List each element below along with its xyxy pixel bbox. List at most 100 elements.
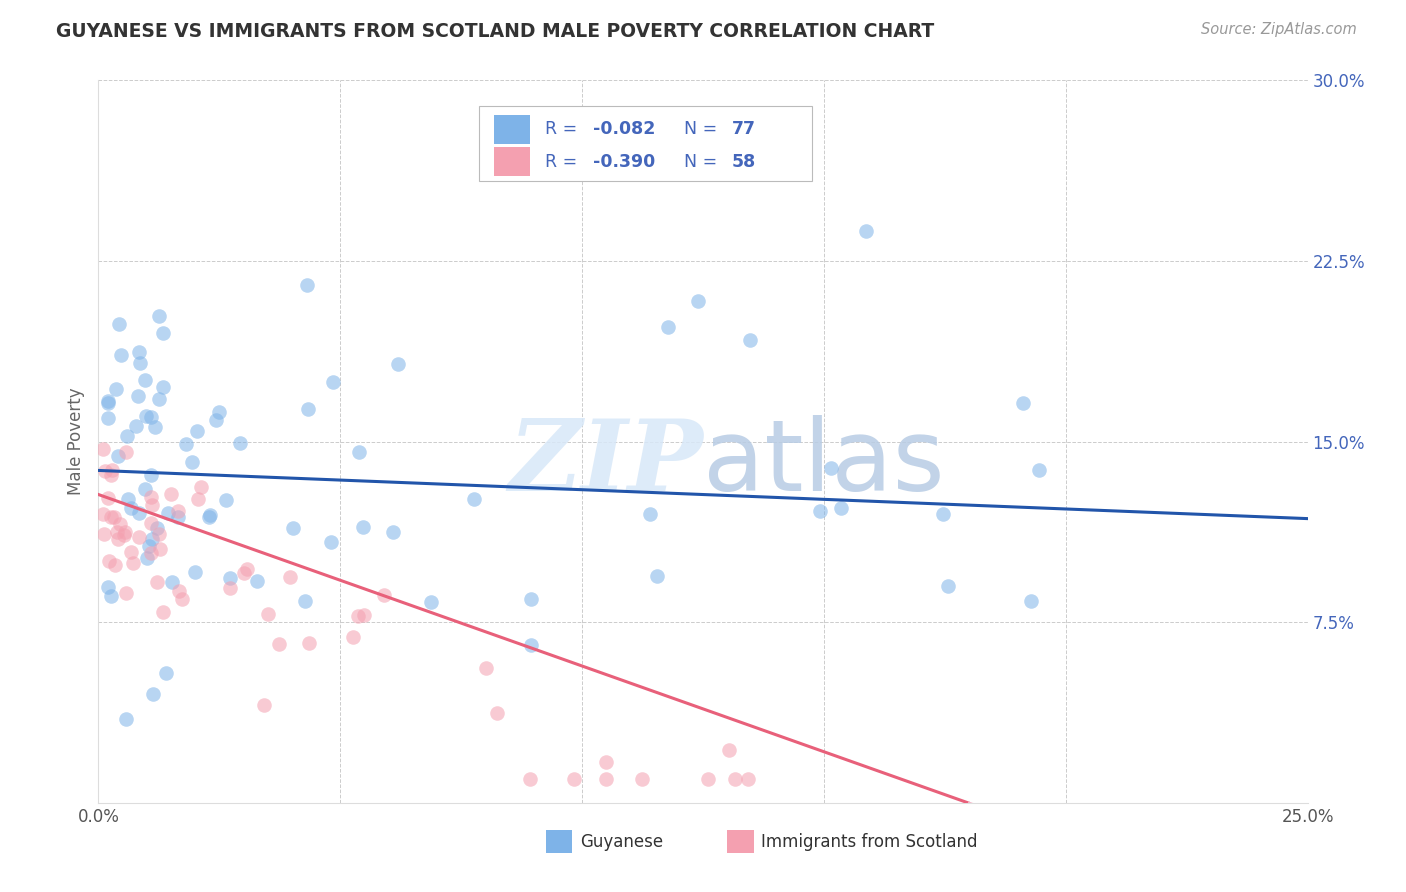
Text: 77: 77 — [733, 120, 756, 138]
Point — [724, 772, 747, 786]
Point — [97, 491, 120, 506]
Point — [233, 566, 256, 581]
Point — [208, 405, 231, 419]
Point — [1019, 594, 1042, 608]
Point — [297, 278, 319, 293]
Point — [120, 545, 142, 559]
Point — [141, 498, 163, 512]
Point — [97, 580, 120, 594]
Point — [686, 294, 709, 309]
Point — [932, 508, 955, 522]
Point — [152, 326, 174, 341]
Point — [562, 772, 585, 786]
Point — [808, 504, 831, 518]
Point — [294, 594, 316, 608]
Point — [152, 380, 174, 394]
Point — [114, 524, 136, 539]
Text: 58: 58 — [733, 153, 756, 171]
Point — [1028, 463, 1050, 477]
Point — [342, 630, 364, 644]
Point — [382, 525, 405, 540]
Point — [190, 480, 212, 494]
Point — [353, 608, 375, 623]
Point — [91, 508, 114, 522]
Point — [152, 605, 174, 619]
Point — [115, 429, 138, 443]
Point — [205, 413, 228, 427]
Point — [186, 425, 208, 439]
Point — [638, 508, 661, 522]
Point — [142, 687, 165, 701]
Point — [108, 317, 131, 331]
Point — [520, 592, 543, 607]
Point — [155, 666, 177, 681]
Point — [97, 396, 120, 410]
Point — [143, 420, 166, 434]
Point — [631, 772, 654, 786]
Point — [170, 591, 193, 606]
Point — [474, 661, 496, 675]
Point — [167, 510, 190, 524]
Text: N =: N = — [683, 153, 723, 171]
Point — [520, 638, 543, 652]
FancyBboxPatch shape — [727, 830, 754, 854]
Point — [148, 526, 170, 541]
Point — [200, 508, 222, 523]
Point — [215, 493, 238, 508]
Point — [135, 409, 157, 424]
Point — [138, 539, 160, 553]
Point — [139, 516, 162, 530]
Point — [419, 595, 441, 609]
Point — [148, 392, 170, 406]
Text: ZIP: ZIP — [508, 415, 703, 511]
Point — [139, 546, 162, 560]
Point — [104, 382, 127, 396]
Point — [91, 442, 114, 457]
Point — [322, 375, 344, 389]
Point — [108, 516, 131, 531]
Point — [100, 589, 122, 603]
Point — [281, 521, 304, 535]
Point — [115, 445, 138, 459]
Point — [257, 607, 280, 621]
Point — [1012, 395, 1035, 409]
Point — [101, 463, 124, 477]
Point — [387, 357, 409, 371]
Point — [148, 310, 170, 324]
Point — [229, 435, 252, 450]
Point — [373, 588, 395, 602]
Point — [100, 468, 122, 483]
Point — [117, 491, 139, 506]
Point — [94, 464, 117, 478]
Point — [128, 506, 150, 520]
Point — [120, 500, 142, 515]
Point — [347, 609, 370, 624]
FancyBboxPatch shape — [546, 830, 572, 854]
Text: -0.082: -0.082 — [593, 120, 655, 138]
Point — [146, 575, 169, 590]
Point — [135, 550, 157, 565]
Text: -0.390: -0.390 — [593, 153, 655, 171]
Point — [737, 772, 759, 786]
Point — [595, 772, 617, 786]
Point — [107, 533, 129, 547]
Point — [938, 578, 960, 592]
Text: Guyanese: Guyanese — [579, 833, 662, 851]
Point — [187, 491, 209, 506]
Point — [183, 565, 205, 579]
Point — [139, 410, 162, 425]
Point — [100, 510, 122, 524]
Point — [519, 772, 541, 786]
Text: R =: R = — [544, 120, 582, 138]
Point — [162, 574, 184, 589]
Point — [740, 333, 762, 347]
Y-axis label: Male Poverty: Male Poverty — [67, 388, 86, 495]
Point — [321, 534, 343, 549]
Point — [647, 569, 669, 583]
Point — [820, 460, 842, 475]
Point — [252, 698, 274, 713]
Point — [246, 574, 269, 589]
Point — [717, 743, 740, 757]
Point — [485, 706, 508, 720]
Point — [156, 506, 179, 520]
